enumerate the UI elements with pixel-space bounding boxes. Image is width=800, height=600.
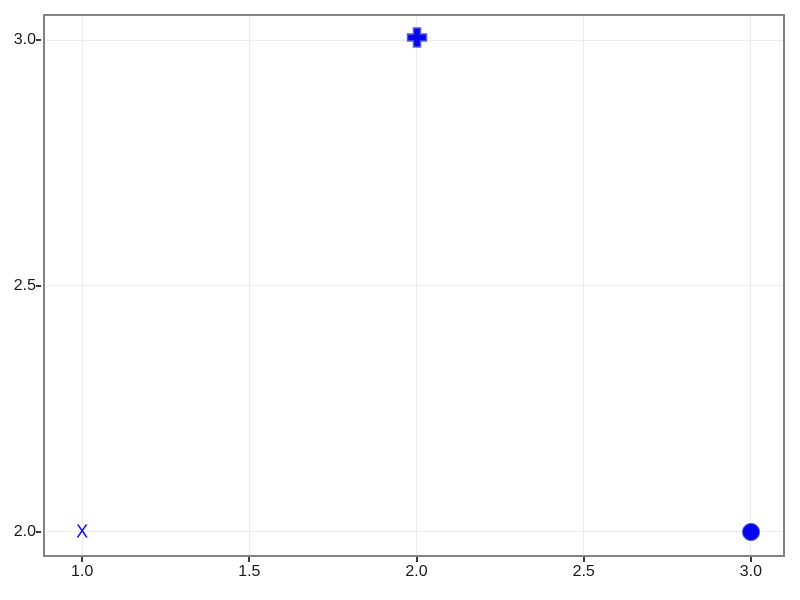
y-tick-2.0 [36,530,41,533]
x-tick-2.5 [582,557,585,562]
plot-area: 1.0 1.5 2.0 2.5 3.0 2.0 2.5 3.0 X [14,14,785,580]
data-point-plus-marker [406,27,427,53]
y-tick-label-2.0: 2.0 [13,522,36,540]
plus-icon [406,27,427,48]
x-tick-2.0 [415,557,418,562]
data-point-circle-marker [741,522,760,541]
x-tick-label-2.0: 2.0 [405,563,428,580]
x-tick-1.5 [248,557,251,562]
y-tick-2.5 [36,284,41,287]
y-tick-label-2.5: 2.5 [13,276,36,294]
gridline-y-2.0 [45,531,783,533]
gridline-y-2.5 [45,285,783,287]
x-tick-1.0 [81,557,84,562]
x-tick-label-1.0: 1.0 [70,563,94,580]
y-tick-label-3.0: 3.0 [13,31,36,49]
y-tick-3.0 [36,39,41,42]
x-tick-3.0 [749,557,752,562]
x-tick-label-2.5: 2.5 [572,563,595,580]
x-tick-label-1.5: 1.5 [238,563,261,580]
x-tick-label-3.0: 3.0 [739,563,763,580]
data-point-x-marker: X [76,521,89,542]
